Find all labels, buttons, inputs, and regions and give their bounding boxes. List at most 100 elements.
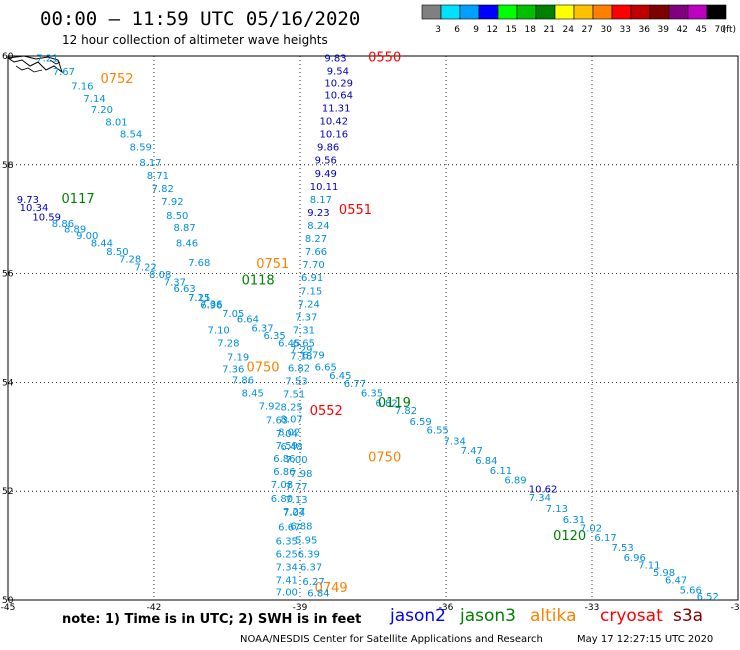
pass-time-label: 0117 bbox=[62, 192, 95, 207]
wave-height-label: 8.50 bbox=[166, 211, 188, 222]
wave-height-label: 6.77 bbox=[344, 379, 366, 390]
wave-height-label: 7.66 bbox=[305, 247, 327, 258]
wave-height-label: 6.45 bbox=[278, 338, 300, 349]
x-tick-label: -33 bbox=[585, 603, 600, 612]
wave-height-label: 6.65 bbox=[293, 338, 315, 349]
wave-height-label: 6.86 bbox=[273, 454, 295, 465]
wave-height-label: 6.25 bbox=[276, 550, 298, 561]
wave-height-label: 6.55 bbox=[427, 426, 449, 437]
y-tick-label: 58 bbox=[2, 161, 14, 171]
wave-height-label: 7.82 bbox=[152, 184, 174, 195]
wave-height-label: 7.28 bbox=[217, 338, 239, 349]
wave-height-label: 6.37 bbox=[300, 563, 322, 574]
wave-height-label: 7.67 bbox=[53, 67, 75, 78]
wave-height-label: 8.08 bbox=[149, 270, 171, 281]
pass-time-label: 0551 bbox=[339, 203, 372, 218]
wave-height-label: 7.36 bbox=[222, 365, 244, 376]
wave-height-label: 10.62 bbox=[529, 484, 558, 495]
wave-height-label: 7.24 bbox=[298, 299, 320, 310]
wave-height-label: 5.95 bbox=[295, 535, 317, 546]
wave-height-label: 9.54 bbox=[327, 66, 349, 77]
wave-height-label: 6.35 bbox=[264, 331, 286, 342]
timestamp-text: May 17 12:27:15 UTC 2020 bbox=[577, 634, 714, 645]
coastline bbox=[6, 55, 63, 74]
wave-height-label: 7.31 bbox=[293, 325, 315, 336]
wave-height-label: 8.02 bbox=[278, 428, 300, 439]
wave-height-label: 9.83 bbox=[324, 53, 346, 64]
legend-s3a: s3a bbox=[673, 606, 704, 626]
pass-time-label: 0550 bbox=[368, 50, 401, 65]
wave-height-label: 6.11 bbox=[490, 466, 512, 477]
wave-height-label: 6.59 bbox=[410, 417, 432, 428]
wave-height-label: 8.87 bbox=[173, 223, 195, 234]
wave-height-label: 6.63 bbox=[173, 284, 195, 295]
wave-height-label: 6.67 bbox=[278, 522, 300, 533]
wave-height-label: 6.91 bbox=[301, 273, 323, 284]
wave-height-label: 10.29 bbox=[324, 78, 353, 89]
colorbar-label: 24 bbox=[563, 25, 575, 35]
colorbar-label: 33 bbox=[620, 25, 631, 35]
wave-height-label: 7.27 bbox=[283, 507, 305, 518]
wave-height-label: 6.82 bbox=[288, 364, 310, 375]
wave-height-label: 7.22 bbox=[135, 262, 157, 273]
wave-height-label: 7.16 bbox=[71, 82, 93, 93]
wave-height-label: 7.21 bbox=[188, 293, 210, 304]
colorbar-label: 30 bbox=[601, 25, 613, 35]
credit-text: NOAA/NESDIS Center for Satellite Applica… bbox=[240, 634, 543, 645]
wave-height-label: 8.54 bbox=[120, 130, 142, 141]
wave-height-label: 7.51 bbox=[283, 390, 305, 401]
coastline bbox=[49, 59, 61, 65]
wave-height-label: 7.19 bbox=[227, 353, 249, 364]
wave-height-label: 7.82 bbox=[395, 406, 417, 417]
wave-height-label: 7.20 bbox=[91, 105, 113, 116]
wave-height-label: 9.23 bbox=[307, 208, 329, 219]
wave-height-label: 8.17 bbox=[310, 195, 332, 206]
wave-height-label: 7.11 bbox=[638, 560, 660, 571]
wave-height-label: 7.70 bbox=[302, 260, 324, 271]
colorbar-label: 27 bbox=[582, 25, 593, 35]
wave-height-label: 10.59 bbox=[32, 212, 61, 223]
wave-height-label: 8.71 bbox=[147, 171, 169, 182]
wave-height-label: 7.13 bbox=[546, 504, 568, 515]
wave-height-label: 6.80 bbox=[271, 494, 293, 505]
wave-height-label: 7.15 bbox=[188, 293, 210, 304]
plot-frame bbox=[7, 55, 739, 601]
x-tick-label: -39 bbox=[293, 603, 308, 612]
wave-height-label: 7.04 bbox=[276, 429, 298, 440]
pass-time-label: 0552 bbox=[310, 404, 343, 419]
y-tick-label: 50 bbox=[2, 596, 14, 606]
y-tick-label: 56 bbox=[2, 270, 14, 280]
colorbar-label: 9 bbox=[473, 25, 479, 35]
wave-height-label: 6.35 bbox=[276, 537, 298, 548]
colorbar-label: 3 bbox=[435, 25, 441, 35]
wave-height-label: 7.86 bbox=[232, 375, 254, 386]
wave-height-label: 7.34 bbox=[276, 563, 298, 574]
legend-jason2: jason2 bbox=[390, 606, 446, 626]
wave-height-label: 8.17 bbox=[139, 158, 161, 169]
wave-height-label: 7.34 bbox=[529, 493, 551, 504]
wave-height-label: 7.13 bbox=[285, 495, 307, 506]
wave-height-label: 6.96 bbox=[624, 553, 646, 564]
x-tick-label: -36 bbox=[439, 603, 454, 612]
wave-height-label: 8.50 bbox=[106, 247, 128, 258]
wave-height-label: 5.66 bbox=[680, 585, 702, 596]
wave-height-label: 8.27 bbox=[305, 234, 327, 245]
footer-note: note: 1) Time is in UTC; 2) SWH is in fe… bbox=[62, 612, 362, 627]
pass-time-label: 0750 bbox=[368, 450, 401, 465]
colorbar-label: 21 bbox=[544, 25, 555, 35]
pass-time-label: 0120 bbox=[553, 529, 586, 544]
wave-height-label: 7.10 bbox=[208, 325, 230, 336]
colorbar-label: 12 bbox=[487, 25, 498, 35]
y-tick-label: 52 bbox=[2, 487, 13, 497]
wave-height-label: 6.84 bbox=[307, 589, 329, 600]
colorbar-label: 6 bbox=[454, 25, 460, 35]
wave-height-label: 10.34 bbox=[20, 203, 49, 214]
wave-height-label: 8.01 bbox=[105, 118, 127, 129]
wave-height-label: 7.28 bbox=[119, 255, 141, 266]
colorbar-label: 70 bbox=[715, 25, 727, 35]
coastline bbox=[15, 65, 43, 73]
wave-height-label: 8.46 bbox=[176, 238, 198, 249]
wave-height-label: 7.05 bbox=[222, 309, 244, 320]
colorbar-unit: (ft) bbox=[722, 25, 736, 35]
wave-height-label: 7.00 bbox=[276, 588, 298, 599]
